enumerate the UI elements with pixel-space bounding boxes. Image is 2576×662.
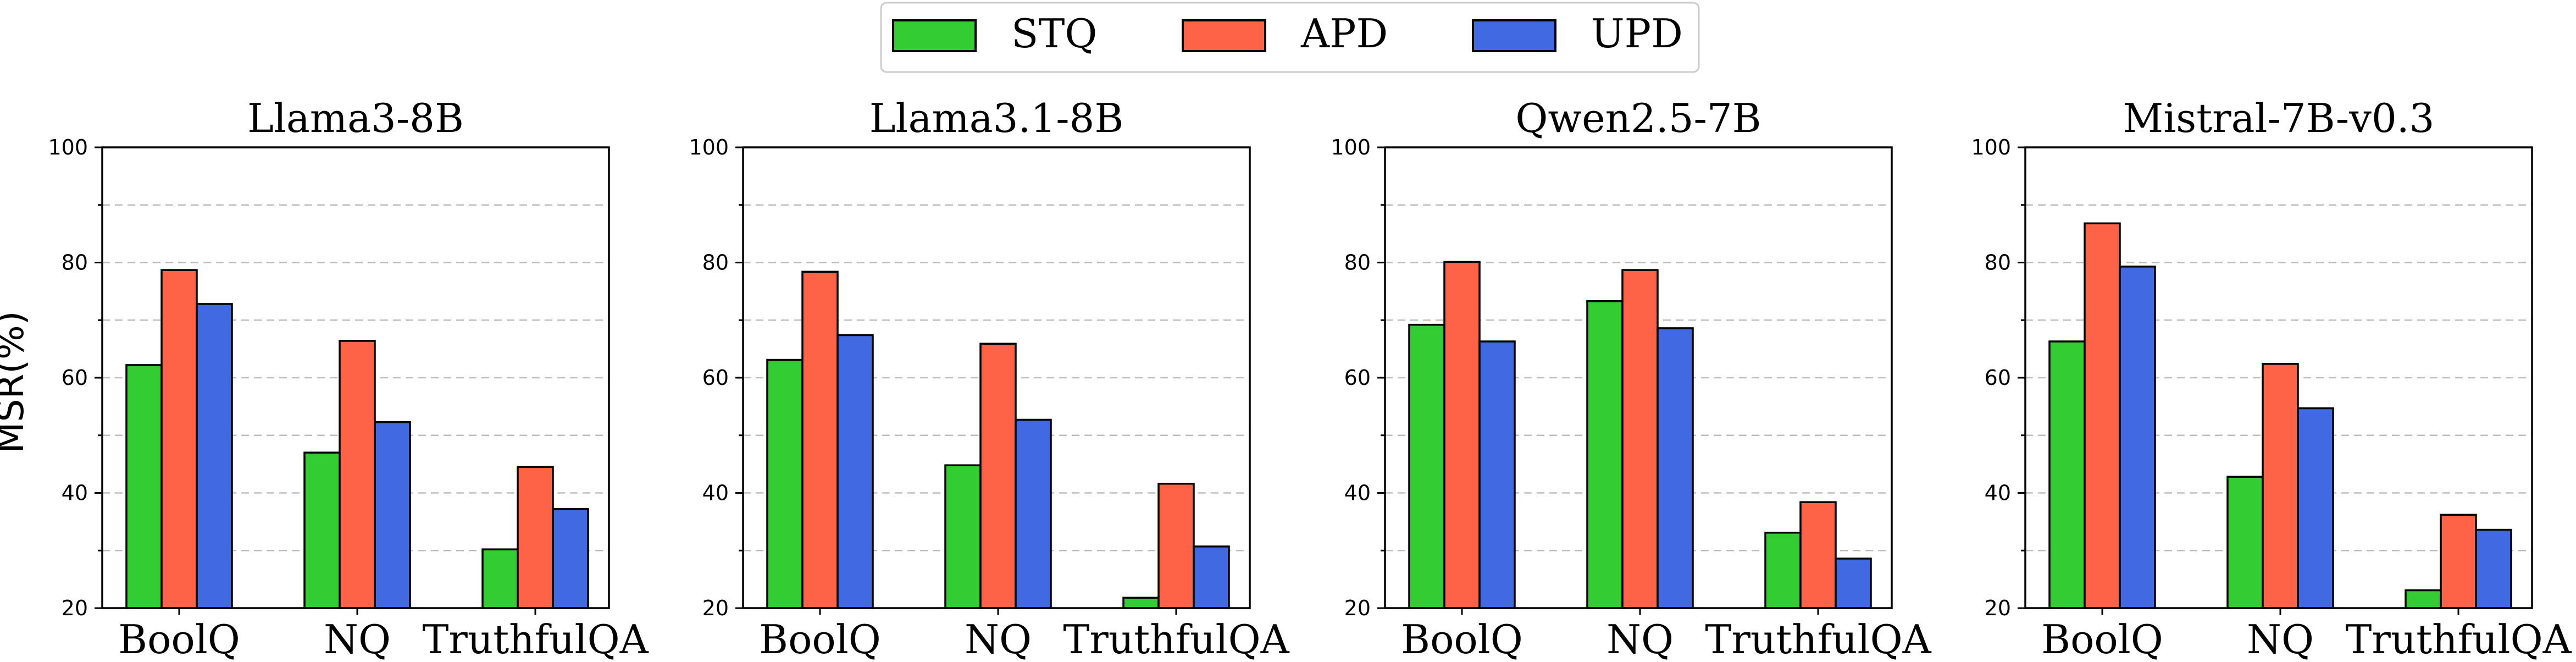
x-tick-label: NQ — [965, 616, 1032, 662]
bar-stq-nq — [1586, 300, 1624, 609]
bar-stq-nq — [2226, 476, 2264, 609]
bar-apd-boolq — [1443, 261, 1481, 609]
y-tick-label: 60 — [1344, 366, 1371, 390]
x-tick-label: BoolQ — [2041, 616, 2163, 662]
y-tick-label: 40 — [702, 481, 729, 505]
bar-apd-truthfulqa — [517, 466, 554, 609]
legend-label-upd: UPD — [1591, 10, 1683, 57]
bar-stq-nq — [944, 464, 982, 609]
chart-panel-1: Llama3-8B BoolQ NQ TruthfulQA 20 40 60 80 100 — [48, 95, 649, 662]
x-tick-label: BoolQ — [118, 616, 240, 662]
x-tick-label: NQ — [1606, 616, 1674, 662]
bar-apd-nq — [2262, 363, 2299, 609]
y-tick-label: 60 — [702, 366, 729, 390]
x-tick-label: NQ — [324, 616, 391, 662]
y-tick-label: 60 — [1985, 366, 2011, 390]
bar-upd-nq — [374, 421, 411, 609]
legend-swatch-stq — [892, 19, 977, 52]
y-tick-label: 100 — [48, 135, 88, 159]
bar-upd-boolq — [836, 334, 874, 609]
y-tick-label: 80 — [1344, 251, 1371, 275]
chart-title: Mistral-7B-v0.3 — [2123, 95, 2435, 141]
bar-stq-truthfulqa — [1764, 532, 1802, 609]
bar-apd-truthfulqa — [1157, 482, 1195, 609]
y-tick-label: 40 — [62, 481, 88, 505]
y-tick-label: 80 — [1985, 251, 2011, 275]
y-tick-label: 80 — [62, 251, 88, 275]
y-tick-label: 20 — [1344, 596, 1371, 620]
chart-panel-3: Qwen2.5-7B BoolQ NQ TruthfulQA 20 40 60 80 100 — [1331, 95, 1931, 662]
chart-title: Llama3.1-8B — [869, 95, 1124, 141]
x-tick-label: NQ — [2247, 616, 2314, 662]
y-tick-label: 40 — [1344, 481, 1371, 505]
legend-frame — [880, 2, 1700, 73]
bar-apd-nq — [979, 343, 1017, 609]
x-tick-label: TruthfulQA — [2345, 616, 2572, 662]
y-tick-label: 80 — [702, 251, 729, 275]
bar-upd-boolq — [196, 303, 233, 609]
bar-stq-truthfulqa — [1122, 597, 1160, 609]
bar-upd-truthfulqa — [2475, 528, 2512, 609]
bar-upd-boolq — [1478, 340, 1516, 609]
bar-upd-boolq — [2119, 266, 2156, 609]
chart-panel-2: Llama3.1-8B BoolQ NQ TruthfulQA 20 40 60 80 100 — [689, 95, 1289, 662]
bar-stq-boolq — [125, 364, 163, 609]
bar-upd-nq — [1657, 327, 1694, 609]
legend-swatch-upd — [1472, 19, 1556, 52]
y-tick-label: 60 — [62, 366, 88, 390]
legend: STQ APD UPD — [880, 2, 1700, 73]
legend-swatch-apd — [1182, 19, 1266, 52]
y-tick-label: 20 — [1985, 596, 2011, 620]
bar-upd-nq — [1015, 418, 1052, 609]
x-tick-label: BoolQ — [1401, 616, 1523, 662]
bar-apd-boolq — [2084, 222, 2121, 609]
chart-title: Qwen2.5-7B — [1515, 95, 1761, 141]
y-tick-label: 100 — [1971, 135, 2011, 159]
bar-apd-nq — [339, 340, 376, 609]
chart-title: Llama3-8B — [247, 95, 464, 141]
bar-stq-boolq — [1408, 323, 1445, 609]
bar-stq-boolq — [766, 358, 804, 609]
bar-upd-nq — [2297, 407, 2334, 609]
legend-label-apd: APD — [1300, 10, 1388, 57]
bar-stq-truthfulqa — [481, 548, 519, 609]
chart-panel-4: Mistral-7B-v0.3 BoolQ NQ TruthfulQA 20 40 60 80… — [1971, 95, 2572, 662]
bar-stq-truthfulqa — [2405, 589, 2442, 609]
x-tick-label: BoolQ — [759, 616, 881, 662]
y-tick-label: 20 — [62, 596, 88, 620]
bar-stq-boolq — [2048, 340, 2086, 609]
x-tick-label: TruthfulQA — [422, 616, 649, 662]
x-tick-label: TruthfulQA — [1705, 616, 1931, 662]
bar-apd-truthfulqa — [2440, 514, 2477, 609]
bar-apd-truthfulqa — [1799, 501, 1837, 609]
bar-upd-truthfulqa — [1193, 545, 1230, 609]
bar-apd-boolq — [160, 269, 198, 609]
legend-label-stq: STQ — [1011, 10, 1097, 57]
bar-stq-nq — [303, 451, 341, 609]
y-tick-label: 100 — [689, 135, 729, 159]
bar-upd-truthfulqa — [1835, 558, 1872, 609]
bar-apd-nq — [1621, 269, 1659, 609]
y-tick-label: 20 — [702, 596, 729, 620]
y-tick-label: 100 — [1331, 135, 1371, 159]
y-tick-label: 40 — [1985, 481, 2011, 505]
bar-upd-truthfulqa — [552, 508, 589, 609]
y-axis-label: MSR(%) — [0, 311, 32, 454]
x-tick-label: TruthfulQA — [1063, 616, 1289, 662]
bar-apd-boolq — [801, 271, 839, 609]
